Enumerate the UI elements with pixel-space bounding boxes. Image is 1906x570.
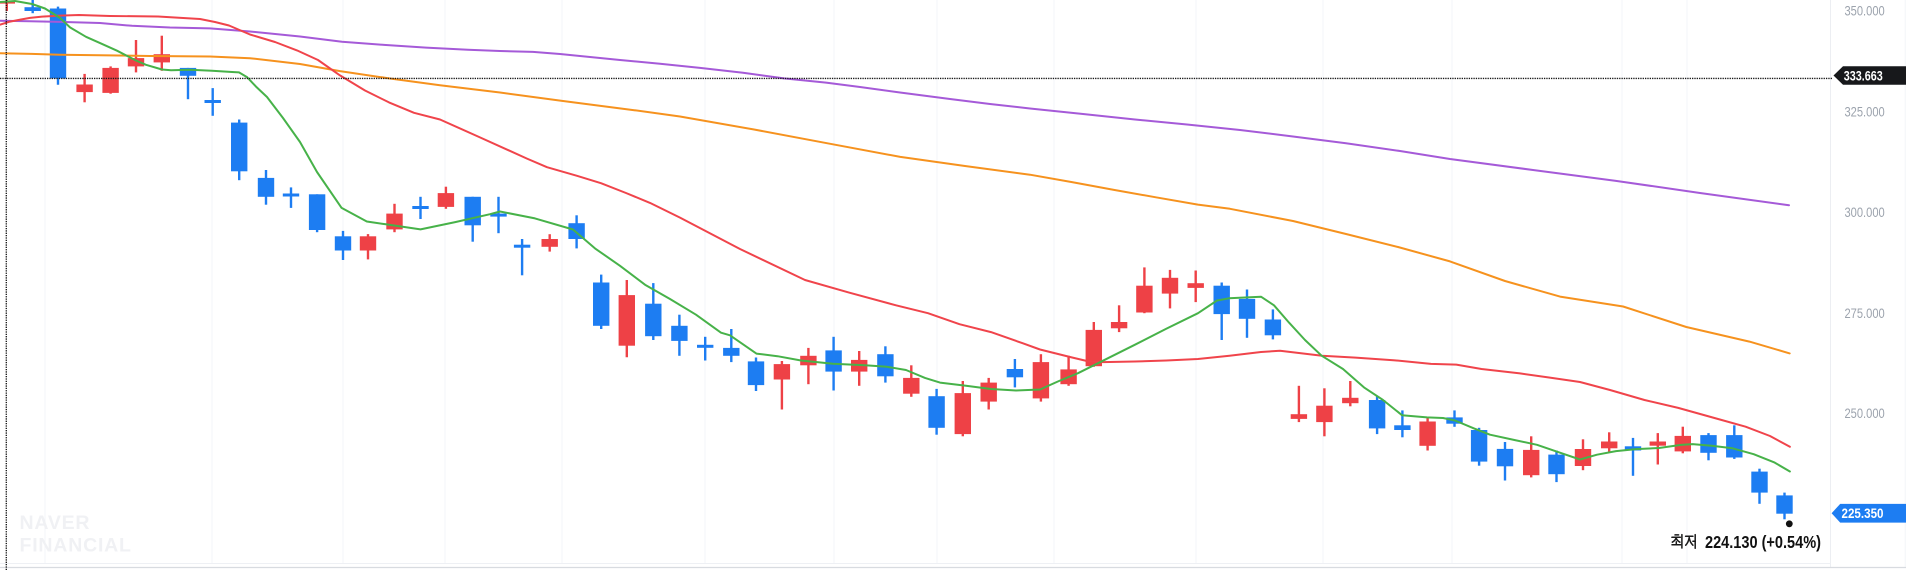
svg-text:300.000: 300.000 xyxy=(1845,205,1885,220)
svg-text:325.000: 325.000 xyxy=(1845,105,1885,120)
svg-text:225.350: 225.350 xyxy=(1842,506,1884,521)
svg-text:224.130 (+0.54%): 224.130 (+0.54%) xyxy=(1705,532,1821,552)
svg-text:275.000: 275.000 xyxy=(1845,306,1885,321)
svg-text:NAVER: NAVER xyxy=(20,512,91,534)
svg-text:250.000: 250.000 xyxy=(1845,406,1885,421)
svg-text:FINANCIAL: FINANCIAL xyxy=(20,535,132,557)
svg-text:333.663: 333.663 xyxy=(1844,68,1883,83)
svg-text:350.000: 350.000 xyxy=(1845,3,1885,18)
